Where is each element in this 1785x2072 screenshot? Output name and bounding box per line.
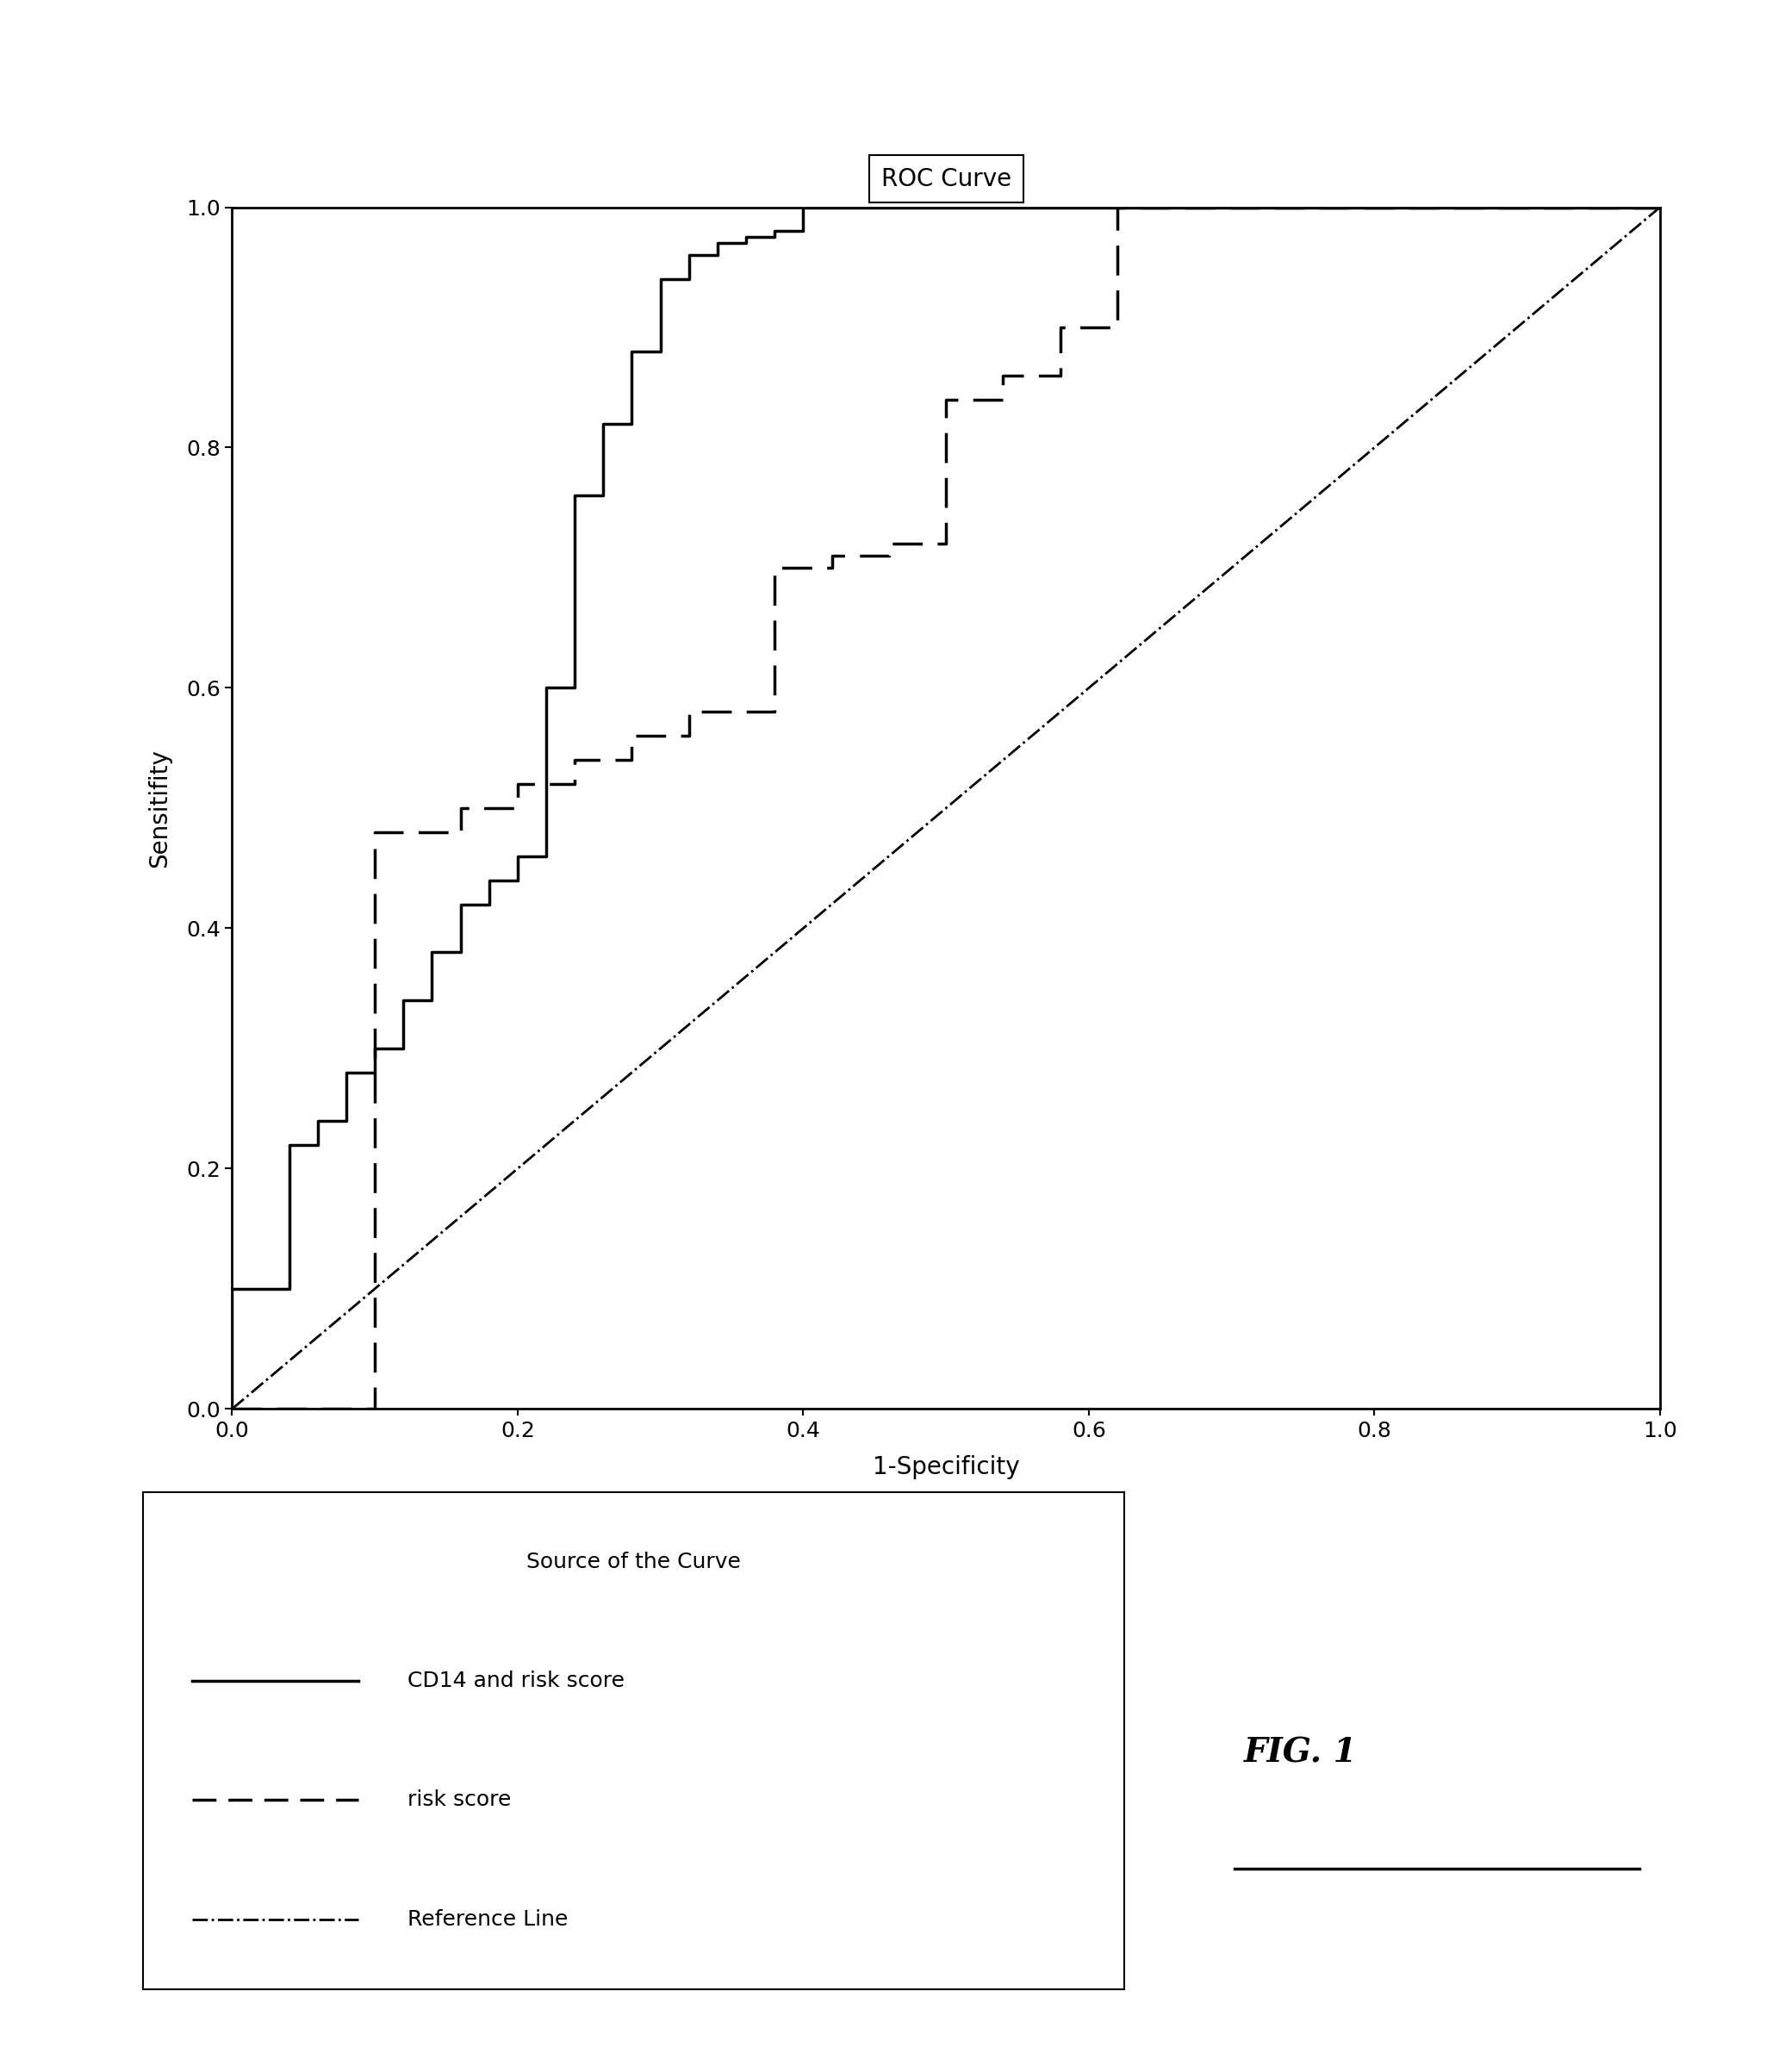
Title: ROC Curve: ROC Curve [882, 166, 1010, 191]
Text: CD14 and risk score: CD14 and risk score [407, 1670, 625, 1691]
Y-axis label: Sensitifity: Sensitifity [148, 748, 171, 868]
Text: Reference Line: Reference Line [407, 1908, 568, 1929]
X-axis label: 1-Specificity: 1-Specificity [873, 1455, 1019, 1479]
Text: risk score: risk score [407, 1790, 512, 1811]
Text: FIG. 1: FIG. 1 [1244, 1736, 1358, 1769]
Text: Source of the Curve: Source of the Curve [527, 1552, 741, 1573]
